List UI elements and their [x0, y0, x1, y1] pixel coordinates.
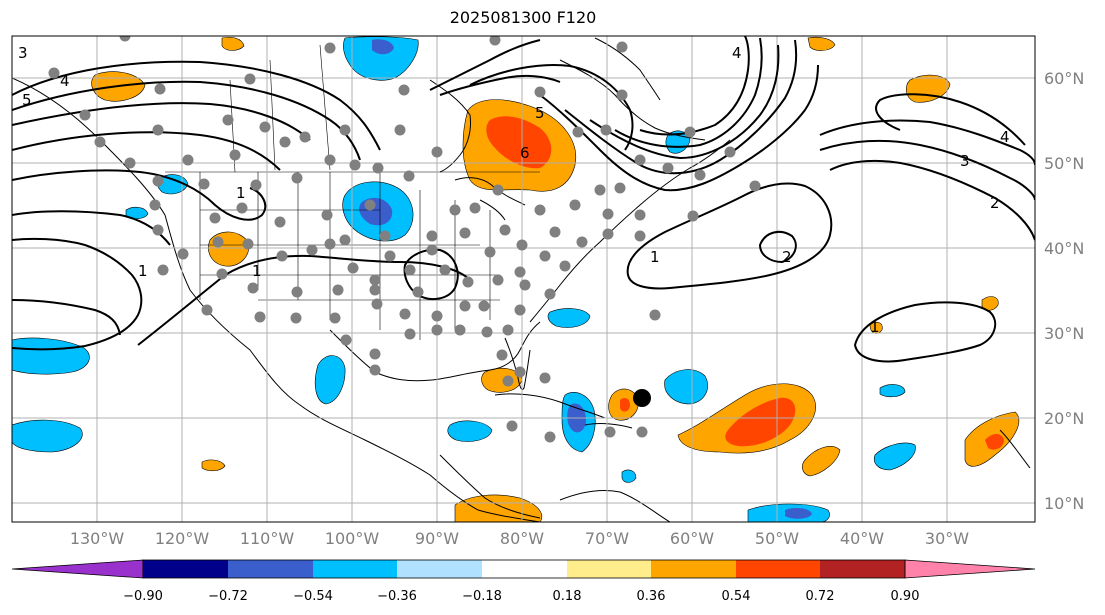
negative-anomaly-core: [785, 507, 812, 519]
north-america-coastline: [12, 77, 541, 522]
colorbar-segment: [482, 560, 567, 578]
longitude-label: 110°W: [240, 529, 295, 548]
east-coast: [529, 139, 731, 323]
colorbar-segment: [736, 560, 820, 578]
latitude-label: 20°N: [1044, 409, 1084, 428]
contour-label-group: 3 4 5 1 1 1 1 2 2 3 4 1 4 5 6: [18, 44, 1010, 336]
positive-anomaly-area: [869, 321, 883, 334]
colorbar-tick-label: −0.72: [208, 589, 248, 604]
contour-label: 5: [535, 104, 545, 122]
longitude-label: 60°W: [670, 529, 714, 548]
colorbar: −0.90 −0.72 −0.54 −0.36 −0.18 0.18 0.36 …: [11, 559, 1036, 604]
contour-label: 1: [138, 262, 148, 280]
colorbar-outline: [142, 559, 906, 579]
hispaniola-coast: [584, 423, 633, 429]
contour-label: 1: [236, 184, 246, 202]
contour-label: 1: [252, 262, 262, 280]
central-america-coast: [439, 454, 541, 519]
latitude-label: 50°N: [1044, 154, 1084, 173]
hudson-bay-coast: [429, 79, 471, 173]
contour-lines: [12, 36, 1035, 363]
positive-anomaly-area: [201, 459, 226, 472]
negative-anomaly-area: [879, 384, 906, 398]
colorbar-tick-label: 0.90: [891, 589, 920, 604]
positive-anomaly-core: [985, 434, 1004, 450]
positive-anomaly-area: [221, 36, 245, 51]
storm-center-marker: [633, 389, 651, 407]
colorbar-segment: [651, 560, 736, 578]
colorbar-tick-label: −0.54: [293, 589, 333, 604]
map-title: 2025081300 F120: [449, 8, 597, 27]
latitude-label: 40°N: [1044, 239, 1084, 258]
positive-anomaly-area: [807, 36, 836, 51]
negative-anomaly-area: [621, 469, 637, 483]
colorbar-tick-label: −0.36: [377, 589, 417, 604]
longitude-labels: 130°W 120°W 110°W 100°W 90°W 80°W 70°W 6…: [70, 529, 969, 548]
negative-anomaly-area: [12, 419, 83, 453]
negative-anomaly-core: [372, 39, 394, 55]
contour-label: 3: [960, 152, 970, 170]
longitude-label: 100°W: [325, 529, 380, 548]
colorbar-segment: [143, 560, 228, 578]
negative-anomaly-area: [873, 442, 916, 471]
florida-coast: [504, 337, 531, 391]
contour-label: 5: [22, 91, 32, 109]
colorbar-tick-label: −0.18: [462, 589, 502, 604]
colorbar-tick-label: 0.54: [722, 589, 751, 604]
colorbar-tick-label: 0.36: [637, 589, 666, 604]
longitude-label: 130°W: [70, 529, 125, 548]
colorbar-segment: [567, 560, 651, 578]
south-america-coast: [559, 489, 671, 522]
positive-anomaly-core: [725, 397, 796, 447]
contour-label: 1: [870, 318, 880, 336]
colorbar-high-extend: [904, 559, 1036, 579]
longitude-label: 80°W: [500, 529, 544, 548]
longitude-label: 90°W: [415, 529, 459, 548]
map-frame-border: [11, 35, 1036, 523]
latitude-labels: 60°N 50°N 40°N 30°N 20°N 10°N: [1044, 69, 1084, 513]
colorbar-segment: [397, 560, 482, 578]
station-dots: [48, 36, 761, 443]
contour-label: 4: [1000, 128, 1010, 146]
negative-anomaly-area: [447, 420, 493, 442]
cuba-coast: [494, 393, 606, 419]
positive-anomaly-area: [801, 446, 841, 477]
longitude-label: 120°W: [155, 529, 210, 548]
colorbar-tick-label: 0.72: [806, 589, 835, 604]
contour-label: 6: [520, 144, 530, 162]
longitude-label: 40°W: [840, 529, 884, 548]
contour-label: 2: [782, 248, 792, 266]
positive-anomaly-core: [620, 397, 630, 412]
colorbar-low-extend: [11, 559, 144, 579]
greenland-coast: [594, 37, 661, 101]
contour-label: 1: [650, 248, 660, 266]
contour-label: 4: [60, 72, 70, 90]
negative-anomaly-area: [664, 369, 709, 405]
latitude-label: 60°N: [1044, 69, 1084, 88]
colorbar-tick-label: −0.90: [123, 589, 163, 604]
longitude-label: 70°W: [585, 529, 629, 548]
negative-anomaly-area: [314, 355, 346, 405]
colorbar-segment: [228, 560, 313, 578]
positive-anomaly-core: [486, 116, 552, 169]
labrador-coast: [559, 59, 706, 141]
coastlines: [12, 37, 1031, 522]
africa-coast: [999, 429, 1031, 469]
positive-anomaly-area: [906, 74, 951, 103]
longitude-label: 30°W: [925, 529, 969, 548]
colorbar-segment: [820, 560, 905, 578]
latitude-label: 10°N: [1044, 494, 1084, 513]
negative-anomaly-area: [547, 308, 591, 328]
contour-label: 3: [18, 44, 28, 62]
positive-anomaly-area: [481, 367, 523, 393]
colorbar-tick-label: 0.18: [553, 589, 582, 604]
longitude-label: 50°W: [755, 529, 799, 548]
contour-label: 2: [990, 194, 1000, 212]
contour-label: 4: [732, 44, 742, 62]
positive-anomaly-area: [454, 494, 543, 522]
shaded-anomaly-regions: [12, 36, 1020, 522]
colorbar-segment: [313, 560, 397, 578]
latitude-label: 30°N: [1044, 324, 1084, 343]
